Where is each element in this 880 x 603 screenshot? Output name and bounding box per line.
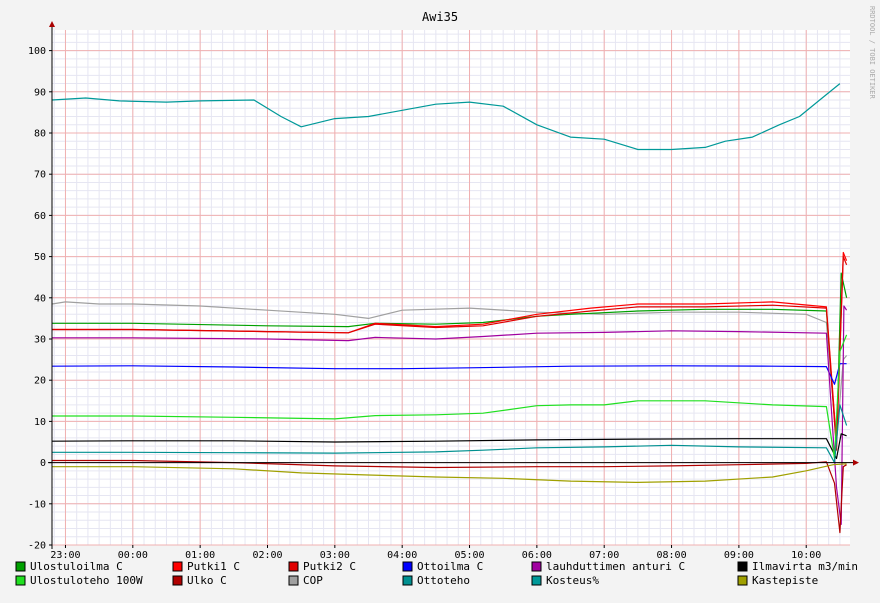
series-line-cop <box>51 301 848 443</box>
legend-swatch <box>288 561 299 572</box>
legend-swatch <box>402 561 413 572</box>
y-tick-label: -10 <box>28 499 46 510</box>
legend-swatch <box>172 561 183 572</box>
y-tick-label: 30 <box>34 335 46 346</box>
y-axis-arrow <box>49 21 55 27</box>
x-tick-label: 10:00 <box>791 550 821 561</box>
series-line-ilmavirta-m3-min <box>51 433 847 460</box>
y-tick-label: 20 <box>34 376 46 387</box>
series-line-kastepiste <box>52 463 847 483</box>
x-tick-label: 01:00 <box>185 550 215 561</box>
y-tick-label: -20 <box>28 541 46 552</box>
legend-swatch <box>531 561 542 572</box>
legend-swatch <box>288 575 299 586</box>
axes <box>48 21 859 549</box>
y-tick-label: 70 <box>34 170 46 181</box>
x-tick-label: 04:00 <box>387 550 417 561</box>
legend-label: Putki1 C <box>187 560 240 573</box>
x-tick-label: 08:00 <box>656 550 686 561</box>
legend-label: Kastepiste <box>752 574 818 587</box>
legend-swatch <box>15 575 26 586</box>
grid-major <box>52 30 850 546</box>
x-tick-labels: 23:00 00:00 01:00 02:00 03:00 04:00 05:00 06:00… <box>50 550 821 561</box>
x-tick-label: 23:00 <box>50 550 80 561</box>
x-axis-arrow <box>853 459 859 466</box>
legend-swatch <box>15 561 26 572</box>
y-tick-label: 100 <box>28 46 46 57</box>
series-line-putki2-c <box>52 256 848 451</box>
legend-swatch <box>172 575 183 586</box>
legend: Ulostuloilma C Putki1 C Putki2 C Ottoilma C… <box>15 560 858 587</box>
y-tick-label: 10 <box>34 417 46 428</box>
legend-label: Ottoilma C <box>417 560 483 573</box>
series-line-lauhduttimen-anturi-c <box>52 305 848 526</box>
y-tick-label: 0 <box>40 458 46 469</box>
legend-label: COP <box>303 574 323 587</box>
plot-area <box>52 30 850 545</box>
x-tick-label: 06:00 <box>522 550 552 561</box>
legend-label: lauhduttimen anturi C <box>546 560 685 573</box>
series-layer <box>51 83 848 534</box>
legend-swatch <box>737 575 748 586</box>
x-tick-label: 00:00 <box>118 550 148 561</box>
series-line-ulko-c <box>52 459 847 534</box>
x-tick-label: 07:00 <box>589 550 619 561</box>
series-line-ottoilma-c <box>51 363 847 385</box>
x-tick-label: 02:00 <box>252 550 282 561</box>
y-tick-label: 40 <box>34 293 46 304</box>
chart-title: Awi35 <box>422 10 458 24</box>
legend-label: Ulostuloilma C <box>30 560 123 573</box>
legend-swatch <box>402 575 413 586</box>
legend-label: Kosteus% <box>546 574 599 587</box>
y-tick-label: 90 <box>34 87 46 98</box>
series-line-kosteus- <box>51 83 841 151</box>
series-line-ulostuloteho-100w <box>52 334 848 460</box>
x-tick-label: 05:00 <box>454 550 484 561</box>
legend-label: Ilmavirta m3/min <box>752 560 858 573</box>
watermark: RRDTOOL / TOBI OETIKER <box>868 6 876 100</box>
y-tick-label: 80 <box>34 129 46 140</box>
series-line-ottoteho <box>52 404 848 464</box>
legend-swatch <box>531 575 542 586</box>
y-tick-label: 50 <box>34 252 46 263</box>
legend-swatch <box>737 561 748 572</box>
y-tick-label: 60 <box>34 211 46 222</box>
legend-label: Ulko C <box>187 574 227 587</box>
legend-label: Ulostuloteho 100W <box>30 574 143 587</box>
x-tick-label: 09:00 <box>724 550 754 561</box>
legend-label: Ottoteho <box>417 574 470 587</box>
legend-label: Putki2 C <box>303 560 356 573</box>
x-tick-label: 03:00 <box>320 550 350 561</box>
